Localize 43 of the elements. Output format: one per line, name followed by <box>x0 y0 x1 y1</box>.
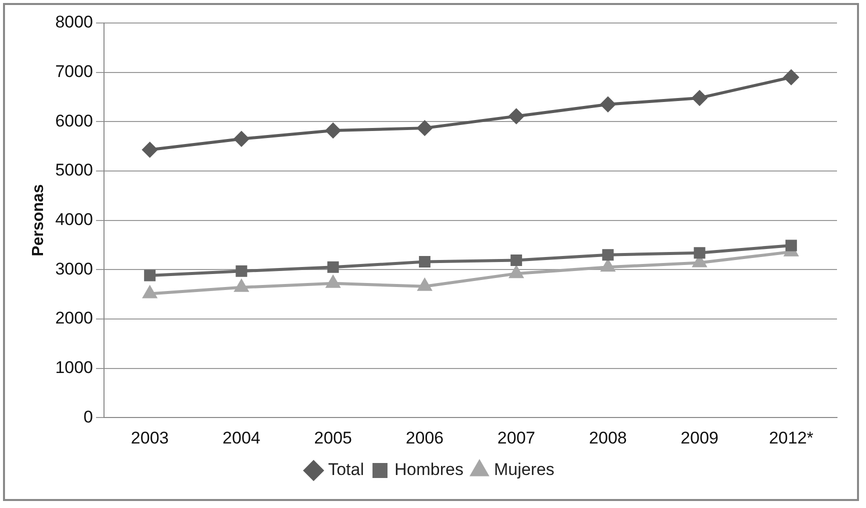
point <box>144 270 156 282</box>
point <box>510 254 522 266</box>
x-tick-label: 2009 <box>680 428 718 448</box>
y-tick-label: 1000 <box>55 358 94 377</box>
y-tick-label: 7000 <box>55 62 94 82</box>
point <box>417 120 432 136</box>
y-tick-label: 4000 <box>55 210 94 229</box>
point <box>694 247 706 259</box>
point <box>326 276 340 288</box>
y-tick-label: 8000 <box>55 12 94 32</box>
point <box>234 280 248 292</box>
x-tick-label: 2004 <box>222 428 260 448</box>
point <box>418 278 432 291</box>
point <box>508 108 524 124</box>
point <box>418 256 430 268</box>
point <box>327 261 339 273</box>
x-tick-label: 2007 <box>497 428 536 448</box>
y-tick-label: 5000 <box>55 160 94 180</box>
point <box>785 240 797 252</box>
point <box>326 123 341 138</box>
point <box>601 260 615 272</box>
x-tick-label: 2005 <box>314 428 352 448</box>
point <box>692 90 708 106</box>
y-tick-label: 6000 <box>55 111 94 130</box>
y-tick-label: 2000 <box>55 308 94 328</box>
point <box>510 266 524 278</box>
legend-label: Hombres <box>394 460 464 480</box>
legend-label: Mujeres <box>494 460 554 480</box>
point <box>143 286 157 298</box>
point <box>142 142 158 158</box>
legend-label: Total <box>328 460 364 480</box>
y-tick-label: 3000 <box>55 259 94 278</box>
x-tick-label: 2012* <box>768 428 814 448</box>
y-axis-title: Personas <box>30 184 48 256</box>
y-tick-label: 0 <box>84 407 94 426</box>
x-tick-label: 2003 <box>130 428 169 448</box>
point <box>600 96 616 112</box>
point <box>602 249 614 261</box>
point <box>784 70 799 85</box>
point <box>236 265 248 277</box>
point <box>234 131 249 146</box>
x-tick-label: 2006 <box>406 428 444 448</box>
x-tick-label: 2008 <box>589 428 627 448</box>
